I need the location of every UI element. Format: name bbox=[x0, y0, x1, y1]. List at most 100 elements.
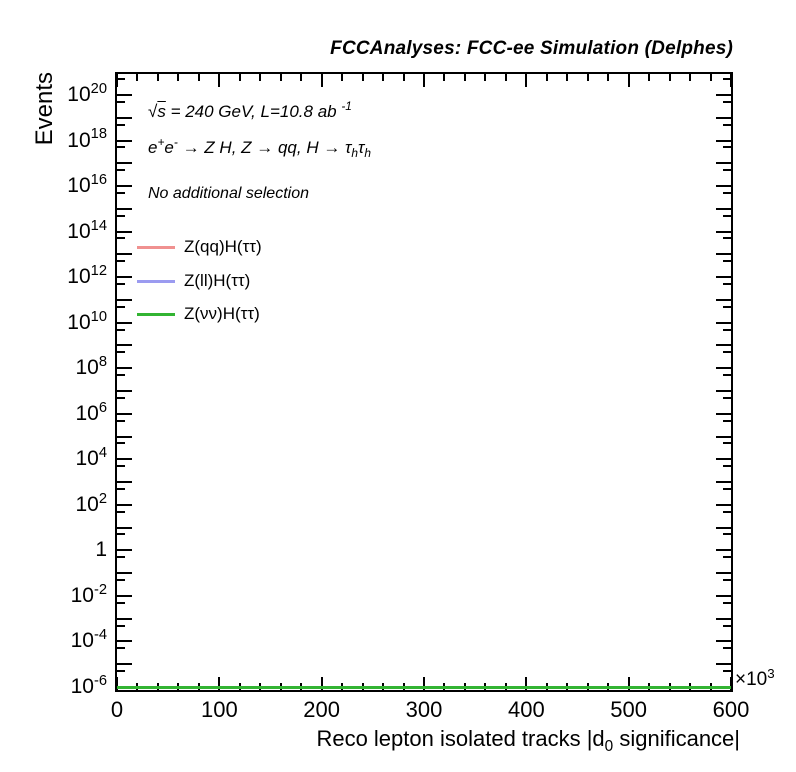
x-tick-label: 100 bbox=[200, 697, 238, 722]
y-tick-label: 1 bbox=[95, 538, 107, 562]
y-minor-tick bbox=[723, 374, 731, 377]
y-decade-tick bbox=[117, 503, 132, 506]
y-decade-tick bbox=[117, 617, 132, 620]
series-line-zh bbox=[117, 686, 731, 689]
y-minor-tick bbox=[117, 237, 125, 240]
y-tick-label: 1010 bbox=[67, 308, 107, 334]
x-major-tick bbox=[627, 74, 630, 87]
annotation-selection: No additional selection bbox=[148, 185, 309, 202]
y-decade-tick bbox=[716, 572, 731, 575]
y-minor-tick bbox=[117, 191, 125, 194]
x-major-tick bbox=[525, 677, 528, 690]
x-tick-label: 500 bbox=[610, 697, 648, 722]
y-minor-tick bbox=[117, 283, 125, 285]
plot-frame bbox=[115, 72, 733, 692]
y-minor-tick bbox=[117, 487, 125, 490]
y-minor-tick bbox=[117, 123, 125, 126]
y-decade-tick bbox=[716, 594, 731, 597]
y-minor-tick bbox=[723, 533, 731, 536]
x-minor-tick bbox=[504, 74, 507, 81]
y-tick-label: 10-2 bbox=[70, 581, 107, 607]
y-minor-tick bbox=[723, 601, 731, 604]
y-minor-tick bbox=[723, 396, 731, 399]
x-minor-tick bbox=[689, 74, 692, 81]
y-decade-tick bbox=[716, 185, 731, 188]
y-decade-tick bbox=[716, 253, 731, 256]
y-decade-tick bbox=[716, 617, 731, 620]
y-tick-label: 10-6 bbox=[70, 672, 107, 698]
annotation-energy-luminosity: √s = 240 GeV, L=10.8 ab -1 bbox=[148, 99, 352, 121]
y-decade-tick bbox=[117, 435, 132, 438]
y-minor-tick bbox=[117, 465, 125, 468]
x-minor-tick bbox=[402, 74, 405, 81]
y-decade-tick bbox=[117, 663, 132, 666]
y-minor-tick bbox=[723, 237, 731, 240]
x-minor-tick bbox=[709, 74, 712, 81]
x-minor-tick bbox=[545, 74, 548, 81]
y-minor-tick bbox=[117, 533, 125, 536]
y-decade-tick bbox=[716, 640, 731, 643]
x-minor-tick bbox=[136, 74, 139, 81]
y-minor-tick bbox=[117, 510, 125, 513]
x-major-tick bbox=[423, 74, 425, 87]
x-minor-tick bbox=[443, 74, 446, 81]
x-major-tick bbox=[525, 74, 528, 87]
y-minor-tick bbox=[723, 260, 731, 263]
x-minor-tick bbox=[279, 74, 282, 81]
y-minor-tick bbox=[723, 283, 731, 285]
x-minor-tick bbox=[177, 74, 180, 81]
legend-item: Z(νν)H(ττ) bbox=[137, 303, 260, 325]
y-minor-tick bbox=[723, 169, 731, 172]
y-minor-tick bbox=[117, 374, 125, 377]
y-minor-tick bbox=[723, 442, 731, 445]
y-minor-tick bbox=[723, 510, 731, 513]
y-decade-tick bbox=[716, 481, 731, 484]
y-minor-tick bbox=[117, 328, 125, 331]
x-minor-tick bbox=[238, 74, 241, 81]
x-tick-label: 400 bbox=[507, 697, 545, 722]
y-minor-tick bbox=[723, 670, 731, 673]
y-minor-tick bbox=[117, 419, 125, 422]
y-decade-tick bbox=[117, 549, 132, 552]
y-decade-tick bbox=[117, 640, 132, 643]
y-minor-tick bbox=[723, 146, 731, 149]
x-tick-label: 200 bbox=[303, 697, 341, 722]
x-major-tick bbox=[730, 74, 732, 87]
y-decade-tick bbox=[117, 185, 132, 188]
legend-item: Z(qq)H(ττ) bbox=[137, 236, 262, 258]
x-minor-tick bbox=[668, 74, 671, 81]
y-decade-tick bbox=[117, 230, 132, 233]
x-major-tick bbox=[627, 677, 630, 690]
x-major-tick bbox=[320, 677, 323, 690]
y-decade-tick bbox=[716, 367, 731, 370]
y-decade-tick bbox=[117, 276, 132, 279]
x-minor-tick bbox=[566, 74, 569, 81]
y-decade-tick bbox=[117, 412, 132, 415]
y-decade-tick bbox=[117, 572, 132, 575]
y-minor-tick bbox=[117, 647, 125, 650]
legend-label: Z(ll)H(ττ) bbox=[184, 271, 251, 290]
y-minor-tick bbox=[723, 556, 731, 559]
y-decade-tick bbox=[716, 298, 731, 301]
y-minor-tick bbox=[117, 146, 125, 149]
y-minor-tick bbox=[117, 78, 125, 81]
y-minor-tick bbox=[117, 442, 125, 445]
plot-title: FCCAnalyses: FCC-ee Simulation (Delphes) bbox=[330, 38, 733, 59]
y-decade-tick bbox=[117, 367, 132, 370]
legend-line-swatch bbox=[137, 245, 175, 249]
y-decade-tick bbox=[117, 526, 132, 529]
y-decade-tick bbox=[716, 412, 731, 415]
legend-label: Z(νν)H(ττ) bbox=[184, 304, 260, 323]
x-tick-label: 600 bbox=[712, 697, 750, 722]
x-major-tick bbox=[730, 677, 732, 690]
x-axis-multiplier: ×103 bbox=[735, 665, 775, 690]
y-minor-tick bbox=[723, 78, 731, 81]
y-decade-tick bbox=[716, 503, 731, 506]
y-decade-tick bbox=[716, 230, 731, 233]
y-tick-label: 1016 bbox=[67, 171, 107, 198]
x-minor-tick bbox=[382, 74, 385, 81]
y-tick-label: 1020 bbox=[67, 80, 107, 106]
y-decade-tick bbox=[117, 298, 132, 301]
y-minor-tick bbox=[117, 260, 125, 263]
